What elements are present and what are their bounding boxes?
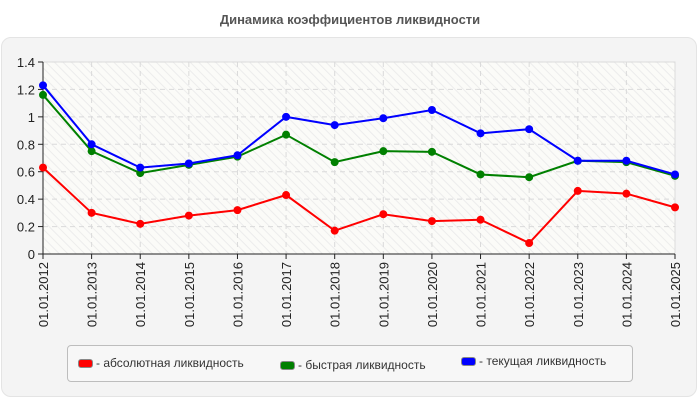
series-line [42, 84, 676, 176]
y-tick-label: 1 [28, 110, 35, 125]
data-point [379, 147, 388, 156]
data-point [330, 158, 339, 167]
data-series [39, 81, 679, 248]
data-point [39, 163, 47, 172]
y-tick-label: 0.6 [17, 165, 35, 180]
data-point [427, 106, 436, 114]
legend-item-absolute: - абсолютная ликвидность [78, 356, 244, 370]
legend-swatch-green [280, 360, 295, 370]
data-point [87, 208, 96, 217]
data-point [671, 170, 679, 179]
data-point [476, 129, 485, 138]
x-tick-label: 01.01.2014 [133, 262, 148, 327]
x-tick-label: 01.01.2013 [85, 262, 100, 327]
data-point [136, 169, 145, 178]
data-point [233, 151, 242, 160]
gridlines [43, 61, 675, 254]
data-point [87, 147, 96, 156]
x-tick-label: 01.01.2018 [328, 262, 343, 327]
data-point [525, 239, 534, 248]
x-tick-label: 01.01.2024 [619, 262, 634, 327]
axes: 0 0.2 0.4 0.6 0.8 1 1.2 1.4 01.01.2012 01.01.2013… [17, 55, 683, 327]
data-point [379, 114, 388, 123]
y-tick-label: 0 [28, 247, 35, 262]
data-point [233, 206, 242, 215]
data-point [379, 210, 388, 219]
legend-label: - текущая ликвидность [479, 354, 607, 368]
legend-swatch-red [78, 358, 93, 368]
data-point [525, 125, 534, 134]
x-tick-label: 01.01.2019 [376, 262, 391, 327]
y-tick-label: 0.8 [17, 137, 35, 152]
y-tick-label: 1.4 [17, 55, 35, 70]
data-point [573, 156, 582, 165]
legend-item-current: - текущая ликвидность [461, 354, 606, 368]
series-line [42, 166, 676, 245]
data-point [136, 163, 145, 172]
data-point [282, 191, 291, 200]
x-tick-label: 01.01.2021 [474, 262, 489, 327]
data-point [136, 219, 145, 228]
legend: - абсолютная ликвидность - быстрая ликви… [67, 345, 633, 382]
data-point [476, 215, 485, 224]
data-point [427, 217, 436, 226]
x-tick-label: 01.01.2016 [230, 262, 245, 327]
data-point [573, 186, 582, 195]
legend-label: - быстрая ликвидность [298, 358, 426, 372]
y-tick-label: 0.2 [17, 220, 35, 235]
data-point [184, 211, 193, 220]
legend-swatch-blue [461, 356, 476, 366]
x-tick-label: 01.01.2012 [36, 262, 51, 327]
x-tick-label: 01.01.2015 [182, 262, 197, 327]
legend-item-quick: - быстрая ликвидность [280, 358, 426, 372]
data-point [282, 130, 291, 139]
x-tick-label: 01.01.2025 [668, 262, 683, 327]
data-point [184, 159, 193, 168]
x-tick-label: 01.01.2023 [571, 262, 586, 327]
legend-label: - абсолютная ликвидность [96, 356, 244, 370]
data-point [476, 170, 485, 179]
data-point [39, 90, 47, 99]
data-point [622, 156, 631, 165]
x-tick-label: 01.01.2017 [279, 262, 294, 327]
data-point [87, 140, 96, 149]
data-point [330, 226, 339, 235]
y-tick-label: 1.2 [17, 82, 35, 97]
chart-title: Динамика коэффициентов ликвидности [219, 12, 481, 27]
data-point [282, 112, 291, 121]
x-tick-label: 01.01.2022 [522, 262, 537, 327]
data-point [671, 203, 679, 212]
data-point [39, 81, 47, 90]
data-point [330, 121, 339, 130]
series-line [42, 94, 676, 179]
x-tick-label: 01.01.2020 [425, 262, 440, 327]
data-point [525, 173, 534, 182]
y-tick-label: 0.4 [17, 192, 35, 207]
data-point [622, 189, 631, 198]
data-point [427, 147, 436, 156]
